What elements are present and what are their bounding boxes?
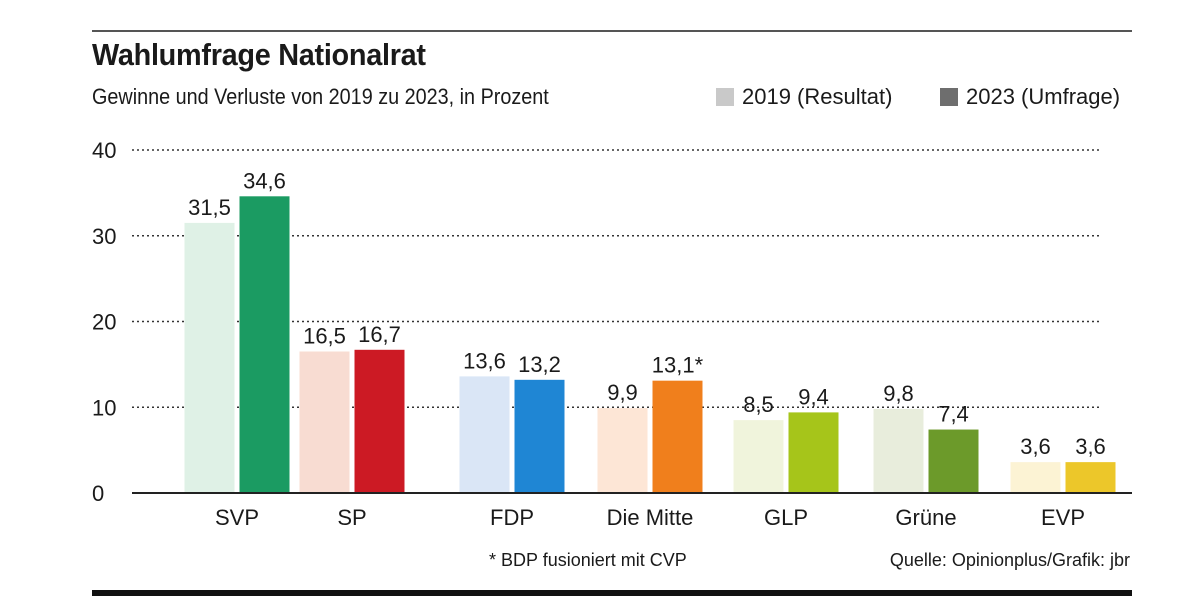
chart-title: Wahlumfrage Nationalrat	[92, 37, 426, 72]
bar	[1065, 462, 1116, 493]
legend-label-2023: 2023 (Umfrage)	[966, 84, 1121, 109]
data-label: 7,4	[938, 402, 969, 427]
category-label: SVP	[215, 505, 259, 530]
data-label: 13,2	[518, 352, 561, 377]
data-label: 9,8	[883, 381, 914, 406]
category-label: GLP	[764, 505, 808, 530]
data-label: 3,6	[1075, 434, 1106, 459]
chart-subtitle: Gewinne und Verluste von 2019 zu 2023, i…	[92, 84, 549, 109]
data-label: 16,7	[358, 322, 401, 347]
bar	[733, 420, 784, 493]
legend-item-2023: 2023 (Umfrage)	[940, 84, 1120, 110]
top-rule	[92, 30, 1132, 32]
category-label: SP	[337, 505, 366, 530]
category-label: Die Mitte	[607, 505, 694, 530]
bar	[239, 196, 290, 493]
bar	[184, 222, 235, 493]
bar	[597, 408, 648, 493]
bar	[788, 412, 839, 493]
bar	[928, 429, 979, 493]
y-tick-label: 30	[92, 224, 116, 249]
bar	[354, 349, 405, 493]
data-label: 13,1*	[652, 353, 704, 378]
data-label: 16,5	[303, 324, 346, 349]
bar	[299, 351, 350, 493]
source-credit: Quelle: Opinionplus/Grafik: jbr	[889, 550, 1130, 570]
bar	[873, 408, 924, 493]
data-label: 13,6	[463, 348, 506, 373]
y-tick-label: 40	[92, 138, 116, 163]
category-label: EVP	[1041, 505, 1085, 530]
bottom-rule	[92, 590, 1132, 596]
y-tick-label: 10	[92, 395, 116, 420]
category-label: FDP	[490, 505, 534, 530]
bar	[514, 379, 565, 493]
legend-label-2019: 2019 (Resultat)	[742, 84, 893, 109]
legend-item-2019: 2019 (Resultat)	[716, 84, 892, 110]
data-label: 9,4	[798, 384, 829, 409]
data-label: 9,9	[607, 380, 638, 405]
bar	[1010, 462, 1061, 493]
data-label: 3,6	[1020, 434, 1051, 459]
y-tick-label: 20	[92, 310, 116, 335]
data-label: 8,5	[743, 392, 774, 417]
data-label: 31,5	[188, 195, 231, 220]
data-label: 34,6	[243, 168, 286, 193]
category-label: Grüne	[895, 505, 956, 530]
legend-swatch-2019	[716, 88, 734, 106]
bar	[652, 380, 703, 493]
y-tick-label: 0	[92, 481, 104, 506]
footnote: * BDP fusioniert mit CVP	[489, 550, 687, 570]
legend-swatch-2023	[940, 88, 958, 106]
bar	[459, 376, 510, 493]
